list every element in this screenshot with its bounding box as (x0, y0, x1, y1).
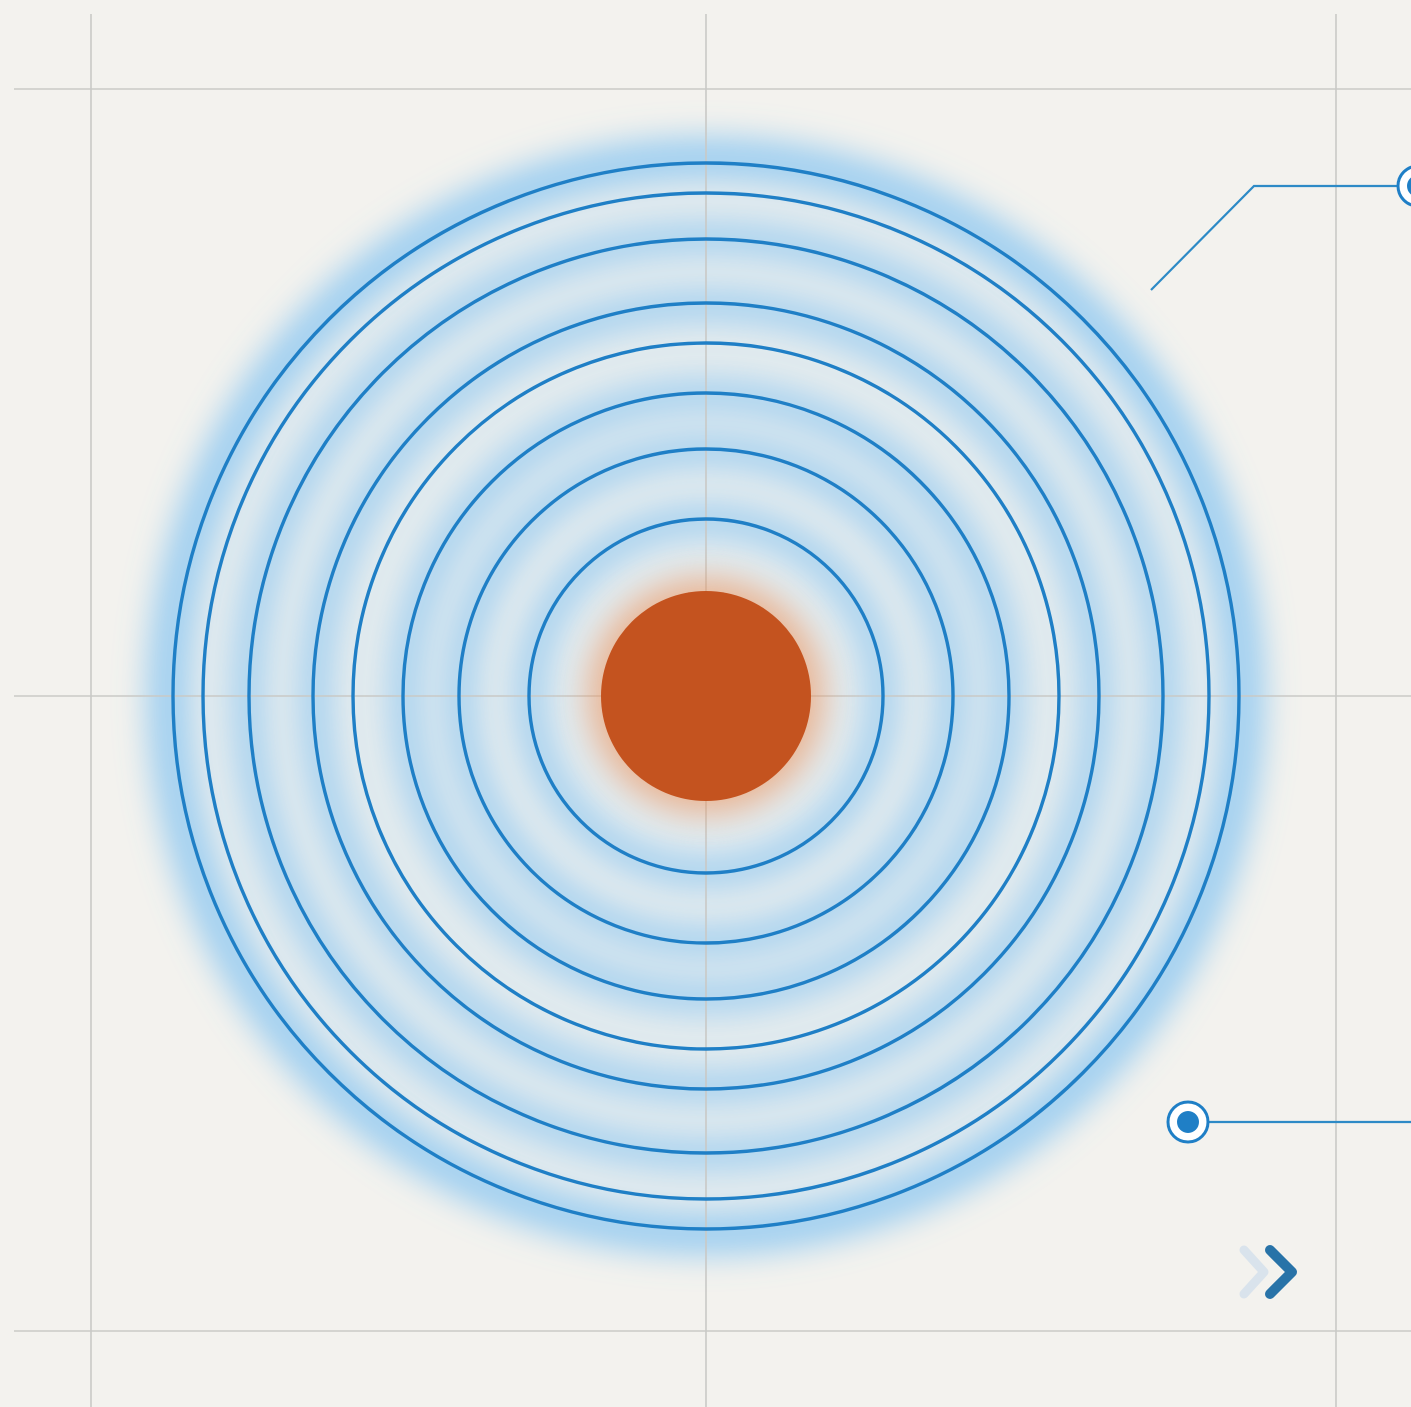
callout-layer (1150, 165, 1411, 1144)
ring-3 (401, 391, 1011, 1001)
callout-bottom-right (1166, 1100, 1411, 1144)
chevron-primary-icon (1265, 1245, 1297, 1299)
callout-top-right (1150, 165, 1411, 291)
target-marker-icon[interactable] (1166, 1100, 1210, 1144)
target-marker-icon[interactable] (1396, 165, 1411, 207)
grid-lines (14, 14, 1411, 1407)
callout-leader-line (1150, 184, 1400, 291)
ring-2 (457, 447, 955, 945)
orange-core-dot (601, 591, 811, 801)
double-chevron-right-icon[interactable] (1236, 1244, 1306, 1300)
ring-4 (351, 341, 1061, 1051)
ring-8 (171, 161, 1241, 1231)
marker-dot (1407, 177, 1411, 195)
ring-5 (311, 301, 1101, 1091)
ring-1 (527, 517, 885, 875)
ring-6 (247, 237, 1165, 1155)
chevron-faded-icon (1239, 1245, 1269, 1299)
marker-dot (1177, 1111, 1199, 1133)
core-layer (588, 578, 824, 814)
ring-7 (201, 191, 1211, 1201)
ring-stroke-layer (171, 161, 1241, 1231)
marker-ring (1396, 165, 1411, 207)
